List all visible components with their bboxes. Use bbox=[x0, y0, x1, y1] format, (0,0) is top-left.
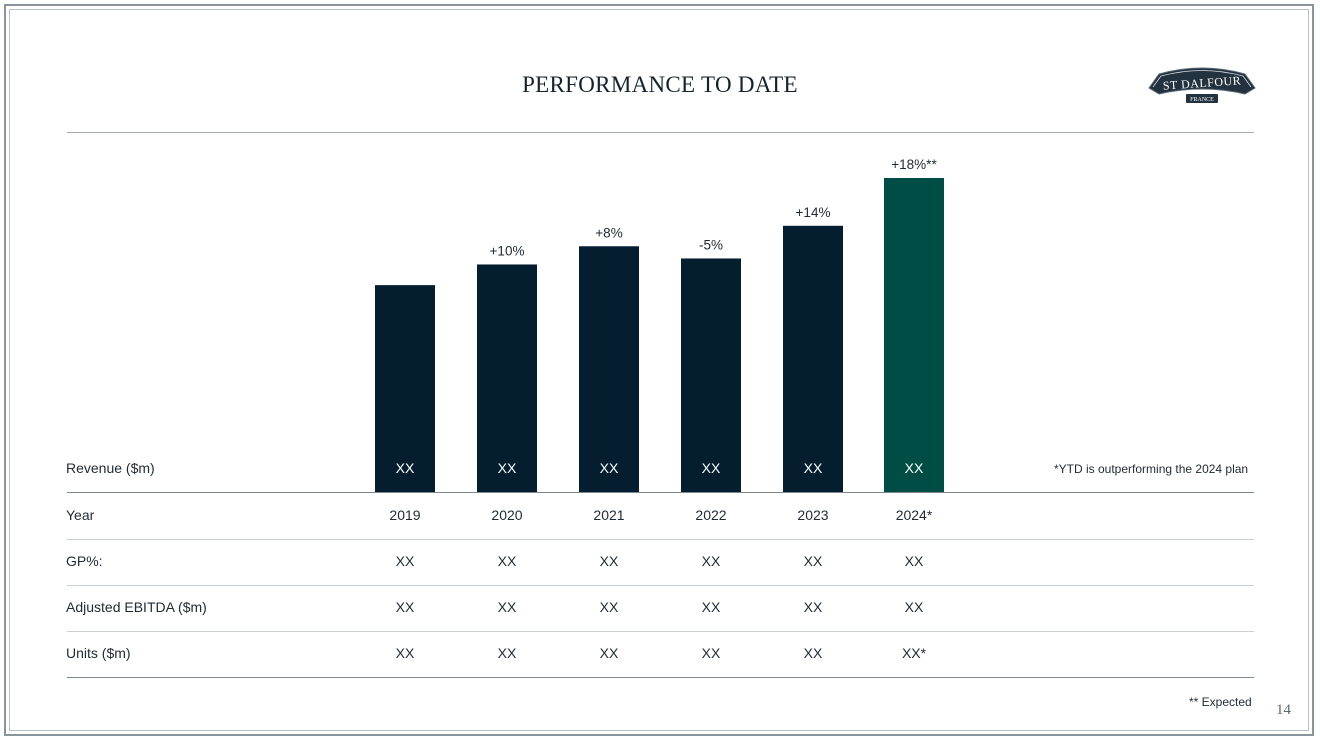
table-cell: 2020 bbox=[491, 507, 523, 523]
bar-value-label: XX bbox=[396, 460, 415, 476]
bar-2023 bbox=[783, 225, 843, 493]
growth-label: +18%** bbox=[891, 157, 937, 172]
table-cell: XX bbox=[904, 553, 924, 569]
table-bottom-rule bbox=[67, 677, 1254, 678]
bar-2020 bbox=[477, 264, 537, 492]
table-divider bbox=[67, 539, 1254, 540]
page-number: 14 bbox=[1276, 702, 1291, 718]
table-cell: 2022 bbox=[695, 507, 727, 523]
table-cell: XX bbox=[803, 645, 823, 661]
table-cell: XX bbox=[701, 599, 721, 615]
growth-label: +10% bbox=[490, 243, 525, 258]
bar-value-label: XX bbox=[600, 460, 619, 476]
table-cell: 2019 bbox=[389, 507, 421, 523]
growth-label: -5% bbox=[699, 237, 723, 252]
table-cell: XX bbox=[599, 553, 619, 569]
table-cell: XX bbox=[395, 645, 415, 661]
table-row-label: Year bbox=[66, 507, 95, 523]
table-cell: 2023 bbox=[797, 507, 829, 523]
logo-wordmark: ST DALFOUR bbox=[1162, 73, 1241, 92]
bar-2019 bbox=[375, 285, 435, 492]
slide-title: PERFORMANCE TO DATE bbox=[522, 72, 798, 97]
revenue-row-label: Revenue ($m) bbox=[66, 460, 155, 476]
table-cell: XX bbox=[701, 553, 721, 569]
table-cell: XX bbox=[803, 599, 823, 615]
bar-2021 bbox=[579, 246, 639, 492]
table-divider bbox=[67, 585, 1254, 586]
table-cell: XX bbox=[803, 553, 823, 569]
bar-value-label: XX bbox=[804, 460, 823, 476]
table-cell: 2021 bbox=[593, 507, 625, 523]
table-top-rule bbox=[67, 492, 1254, 493]
table-cell: XX* bbox=[901, 645, 927, 661]
bar-value-label: XX bbox=[498, 460, 517, 476]
growth-label: +8% bbox=[595, 225, 622, 240]
table-row-label: Adjusted EBITDA ($m) bbox=[66, 599, 207, 615]
slide-frame-outer bbox=[4, 4, 1314, 736]
slide-frame-inner bbox=[9, 9, 1309, 731]
table-row-label: Units ($m) bbox=[66, 645, 131, 661]
bar-value-label-group: XX XX XX XX XX XX bbox=[396, 460, 924, 476]
table-cell: XX bbox=[395, 553, 415, 569]
st-dalfour-logo: ST DALFOUR FRANCE bbox=[1148, 67, 1256, 103]
bar-2024 bbox=[884, 178, 944, 492]
growth-label-group: +10% +8% -5% +14% +18%** bbox=[490, 157, 938, 258]
bar-value-label: XX bbox=[905, 460, 924, 476]
table-cell: XX bbox=[599, 645, 619, 661]
table-cell: XX bbox=[904, 599, 924, 615]
table-divider bbox=[67, 631, 1254, 632]
bar-group bbox=[375, 178, 944, 493]
growth-label: +14% bbox=[796, 205, 831, 220]
ytd-footnote: *YTD is outperforming the 2024 plan bbox=[1054, 462, 1249, 476]
table-cell: XX bbox=[497, 645, 517, 661]
table-cell: XX bbox=[599, 599, 619, 615]
table-cell: XX bbox=[497, 553, 517, 569]
table-cell: XX bbox=[395, 599, 415, 615]
title-divider bbox=[67, 132, 1254, 133]
logo-subtext: FRANCE bbox=[1190, 97, 1214, 103]
table-cell: 2024* bbox=[895, 507, 933, 523]
bar-2022 bbox=[681, 258, 741, 492]
table-cell: XX bbox=[497, 599, 517, 615]
table-cell: XX bbox=[701, 645, 721, 661]
bar-value-label: XX bbox=[702, 460, 721, 476]
table-row-label: GP%: bbox=[66, 553, 103, 569]
expected-footnote: ** Expected bbox=[1189, 695, 1252, 709]
